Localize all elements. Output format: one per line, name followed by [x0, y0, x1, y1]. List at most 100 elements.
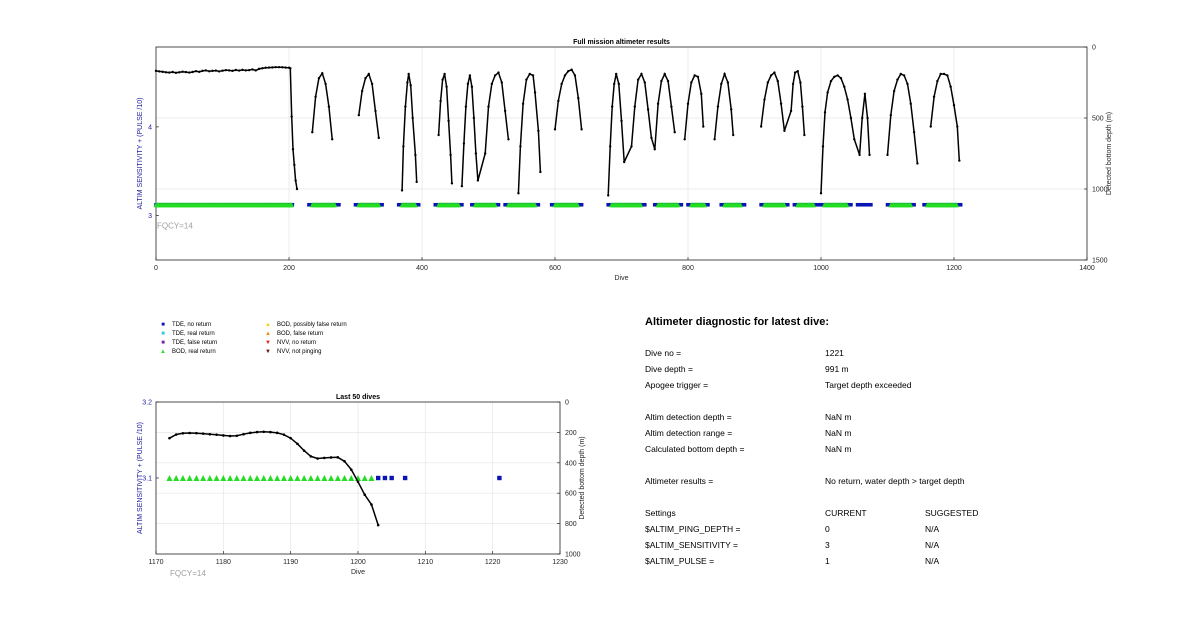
tde-no-return-marker: [402, 475, 408, 481]
y-left-axis-label: ALTIM SENSITIVITY + (PULSE /10): [137, 98, 144, 210]
bottom-depth-point: [531, 74, 535, 77]
bottom-depth-point: [336, 456, 340, 459]
bod-real-return-marker: [301, 475, 308, 481]
bod-real-return-marker: [908, 202, 914, 208]
y-right-tick-label: 0: [1092, 45, 1096, 52]
y-right-tick-label: 1000: [1092, 187, 1108, 194]
bottom-depth-point: [316, 457, 319, 460]
bottom-depth-point: [946, 74, 949, 77]
bottom-depth-point: [360, 89, 364, 93]
settings-header: Settings CURRENT SUGGESTED: [645, 508, 1165, 520]
bottom-depth-point: [168, 71, 171, 74]
bottom-depth-point: [294, 179, 297, 182]
bottom-depth-point: [244, 69, 247, 72]
bottom-depth-point: [406, 81, 409, 84]
bottom-depth-point: [374, 109, 377, 113]
bod-real-return-marker: [811, 202, 817, 208]
tde-no-return-marker: [376, 475, 381, 481]
chart-0: 0 200 400 600 800 1000 1200 1400 3 4 0 500 1000 1500 F…: [137, 39, 1113, 282]
bottom-depth-point: [400, 189, 404, 192]
bod-real-return-marker: [341, 475, 348, 481]
bottom-depth-point: [257, 67, 261, 71]
tde-no-return-marker: [652, 202, 657, 207]
bottom-depth-point: [437, 133, 440, 137]
bottom-depth-point: [275, 431, 279, 435]
tde-no-return-marker: [958, 202, 963, 207]
bottom-depth-point: [415, 180, 418, 184]
bottom-depth-point: [936, 79, 939, 83]
bod-real-return-marker: [213, 475, 220, 481]
tde-no-return-marker: [337, 202, 341, 207]
diag-label: Altim detection range =: [645, 428, 733, 438]
tde-no-return-marker: [759, 202, 763, 207]
bottom-depth-point: [636, 78, 640, 81]
bod-real-return-marker: [844, 202, 850, 208]
bottom-depth-point: [952, 104, 956, 107]
bottom-depth-point: [329, 456, 333, 459]
tde-no-return-marker: [382, 475, 388, 481]
bottom-depth-point: [803, 133, 806, 137]
bottom-depth-point: [783, 129, 786, 132]
bottom-depth-point: [195, 431, 198, 435]
y-right-axis-label: Detected bottom depth (m): [579, 436, 586, 519]
diag-value: NaN m: [825, 412, 852, 422]
bottom-depth-point: [158, 70, 161, 73]
settings-row: $ALTIM_PULSE = 1 N/A: [645, 556, 1165, 568]
bod-real-return-marker: [376, 202, 382, 208]
diag-value: 1221: [825, 348, 844, 358]
bod-real-return-marker: [289, 202, 295, 208]
bod-real-return-marker: [274, 475, 281, 481]
bottom-depth-point: [763, 98, 766, 101]
bod-real-return-marker: [206, 475, 213, 481]
bottom-depth-point: [208, 70, 211, 73]
tde-no-return-marker: [742, 202, 747, 207]
bottom-depth-point: [356, 480, 360, 484]
bod-real-return-marker: [321, 475, 328, 481]
bottom-depth-point: [791, 82, 795, 86]
diag-label: Altim detection depth =: [645, 412, 732, 422]
bottom-depth-point: [956, 125, 959, 128]
bottom-depth-point: [646, 108, 650, 111]
bottom-depth-point: [231, 69, 234, 73]
bottom-depth-point: [896, 78, 899, 81]
bod-real-return-marker: [294, 475, 301, 481]
bottom-depth-point: [174, 433, 178, 436]
bottom-depth-point: [899, 72, 902, 76]
bottom-depth-point: [483, 152, 487, 155]
bottom-depth-point: [553, 128, 557, 131]
bottom-depth-point: [614, 72, 618, 76]
bottom-depth-point: [843, 85, 846, 88]
bottom-depth-point: [909, 102, 912, 106]
bottom-depth-point: [171, 70, 174, 74]
bottom-depth-point: [612, 82, 616, 86]
legend-marker-icon: ▲: [265, 331, 271, 337]
bottom-depth-point: [902, 74, 906, 77]
legend-marker-icon: ■: [161, 340, 165, 346]
bottom-depth-point: [370, 503, 373, 506]
bottom-depth-point: [447, 119, 450, 123]
tde-no-return-marker: [819, 202, 823, 207]
bottom-depth-point: [521, 102, 525, 106]
bottom-depth-point: [224, 68, 228, 72]
bod-real-return-marker: [348, 475, 355, 481]
bottom-depth-point: [863, 92, 867, 96]
bottom-depth-point: [580, 128, 583, 131]
legend-label: TDE, no return: [172, 322, 212, 328]
bottom-depth-point: [912, 131, 916, 134]
bottom-depth-point: [949, 85, 952, 88]
bottom-depth-point: [610, 105, 614, 108]
bottom-depth-point: [713, 138, 716, 141]
bottom-depth-point: [726, 81, 730, 84]
bottom-depth-point: [886, 153, 889, 157]
diag-label: Dive depth =: [645, 364, 693, 374]
tde-no-return-marker: [503, 202, 507, 207]
legend-item: ■ TDE, false return: [158, 339, 217, 347]
bottom-depth-point: [819, 192, 823, 195]
diag-row: Dive depth = 991 m: [645, 364, 1165, 376]
bottom-depth-point: [404, 105, 407, 108]
bod-real-return-marker: [267, 475, 274, 481]
tde-no-return-marker: [642, 202, 647, 207]
diag-value: SUGGESTED: [925, 508, 979, 518]
bottom-depth-point: [769, 74, 773, 77]
